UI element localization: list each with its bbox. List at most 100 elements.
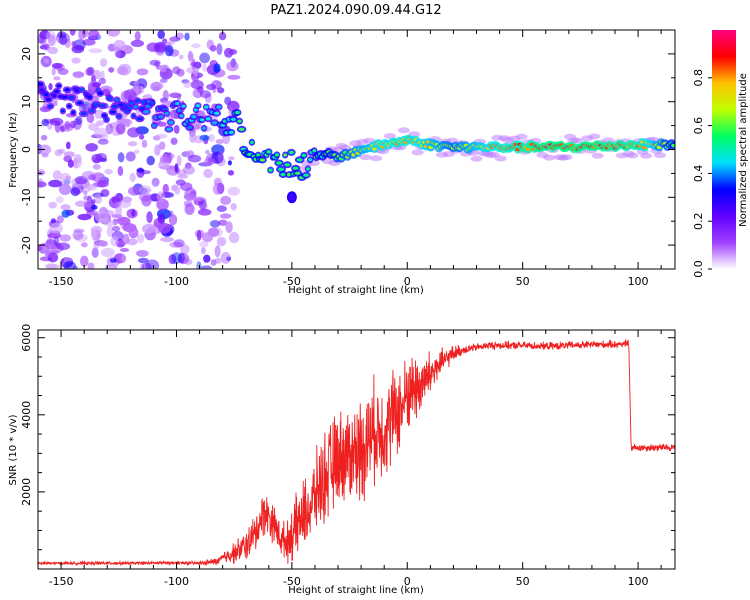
heatmap-halo-blob (487, 151, 500, 158)
heatmap-noise-blob (178, 54, 184, 60)
heatmap-noise-blob (173, 239, 185, 248)
heatmap-ridge-core (68, 96, 74, 100)
colorbar-tick-label: 0.0 (692, 260, 705, 278)
heatmap-noise-blob (156, 121, 167, 127)
heatmap-ridge-core (308, 158, 312, 162)
heatmap-noise-blob (60, 204, 71, 211)
heatmap-noise-blob (130, 39, 144, 48)
heatmap-noise-blob (188, 52, 194, 61)
heatmap-noise-blob (138, 185, 152, 195)
heatmap-noise-blob (115, 205, 122, 217)
heatmap-noise-blob (228, 156, 235, 161)
heatmap-noise-blob (176, 94, 181, 101)
spectrogram-y-label: Frequency (Hz) (8, 112, 19, 188)
heatmap-noise-blob (59, 234, 71, 242)
heatmap-halo-blob (640, 152, 653, 159)
heatmap-noise-blob (91, 204, 98, 210)
heatmap-noise-blob (94, 210, 109, 222)
heatmap-ridge-core (274, 153, 279, 157)
heatmap-noise-blob (121, 254, 127, 263)
heatmap-noise-blob (196, 261, 202, 269)
heatmap-ridge-core (45, 97, 52, 102)
heatmap-ridge-core (525, 147, 531, 151)
heatmap-noise-blob (138, 257, 149, 264)
heatmap-noise-blob (136, 78, 148, 90)
y-tick-label: 4000 (20, 401, 33, 429)
heatmap-noise-blob (206, 83, 217, 91)
heatmap-noise-blob (184, 203, 195, 215)
heatmap-noise-blob (226, 61, 239, 72)
x-tick-label: -100 (164, 275, 189, 288)
heatmap-halo-blob (494, 155, 507, 162)
heatmap-noise-blob (56, 215, 64, 224)
heatmap-ridge-core (54, 89, 60, 93)
heatmap-ridge-core (108, 97, 113, 101)
heatmap-noise-blob (170, 137, 178, 145)
heatmap-noise-blob (106, 225, 114, 237)
heatmap-ridge-core (145, 104, 152, 108)
x-tick-label: -150 (49, 275, 74, 288)
heatmap-noise-blob (227, 74, 241, 80)
heatmap-noise-blob (98, 240, 108, 247)
heatmap-noise-blob (60, 172, 71, 185)
x-tick-label: 100 (628, 575, 649, 588)
heatmap-ridge-core (235, 110, 240, 115)
heatmap-ridge-core (280, 172, 286, 177)
x-tick-label: 0 (404, 575, 411, 588)
heatmap-ridge-core (292, 166, 299, 170)
snr-y-label: SNR (10 * v/v) (8, 414, 19, 485)
heatmap-noise-blob (53, 236, 60, 246)
heatmap-noise-blob (169, 36, 181, 42)
snr-x-ticks: -150 -100 -50 0 50 100 (37, 330, 662, 588)
heatmap-noise-blob (38, 181, 47, 188)
heatmap-noise-blob (116, 118, 131, 125)
heatmap-noise-blob (172, 66, 181, 75)
spectrogram-heatmap (38, 30, 675, 269)
heatmap-noise-blob (128, 226, 139, 239)
heatmap-noise-blob (63, 260, 76, 269)
heatmap-noise-blob (82, 190, 88, 196)
heatmap-noise-blob (194, 196, 205, 202)
heatmap-ridge-core (136, 117, 143, 121)
heatmap-ridge-core (87, 95, 92, 99)
heatmap-halo-blob (384, 133, 396, 139)
heatmap-noise-blob (219, 213, 232, 219)
figure-title: PAZ1.2024.090.09.44.G12 (270, 3, 441, 18)
heatmap-ridge-core (228, 130, 234, 134)
heatmap-noise-blob (199, 134, 210, 141)
heatmap-noise-blob (191, 43, 201, 49)
heatmap-noise-blob (85, 143, 98, 152)
x-tick-label: 50 (516, 275, 530, 288)
heatmap-noise-blob (134, 31, 141, 42)
heatmap-ridge-core (294, 171, 301, 175)
heatmap-noise-blob (86, 184, 97, 191)
heatmap-ridge-core (114, 98, 120, 102)
heatmap-noise-blob (159, 156, 171, 164)
heatmap-ridge-core (266, 150, 271, 154)
heatmap-noise-blob (159, 78, 168, 83)
heatmap-ridge-core (56, 84, 61, 88)
heatmap-ridge-core (44, 93, 49, 97)
heatmap-noise-blob (83, 200, 93, 208)
snr-series-line (38, 338, 675, 567)
heatmap-noise-blob (39, 37, 47, 46)
heatmap-noise-blob (187, 154, 202, 163)
heatmap-noise-blob (183, 80, 192, 89)
heatmap-noise-blob (183, 193, 197, 201)
heatmap-noise-blob (138, 134, 145, 140)
heatmap-noise-blob (133, 149, 140, 154)
heatmap-noise-blob (117, 166, 124, 176)
heatmap-ridge-core (296, 158, 303, 162)
heatmap-ridge-core (312, 149, 317, 153)
heatmap-noise-blob (56, 242, 71, 251)
heatmap-ridge-core (213, 111, 220, 115)
y-tick-label: -10 (20, 188, 33, 206)
heatmap-noise-blob (75, 115, 83, 125)
heatmap-noise-blob (159, 64, 167, 73)
heatmap-noise-blob (77, 213, 92, 221)
heatmap-noise-blob (228, 231, 240, 244)
heatmap-ridge-core (135, 99, 140, 103)
heatmap-noise-blob (92, 69, 102, 80)
spectrogram-x-label: Height of straight line (km) (288, 285, 424, 296)
